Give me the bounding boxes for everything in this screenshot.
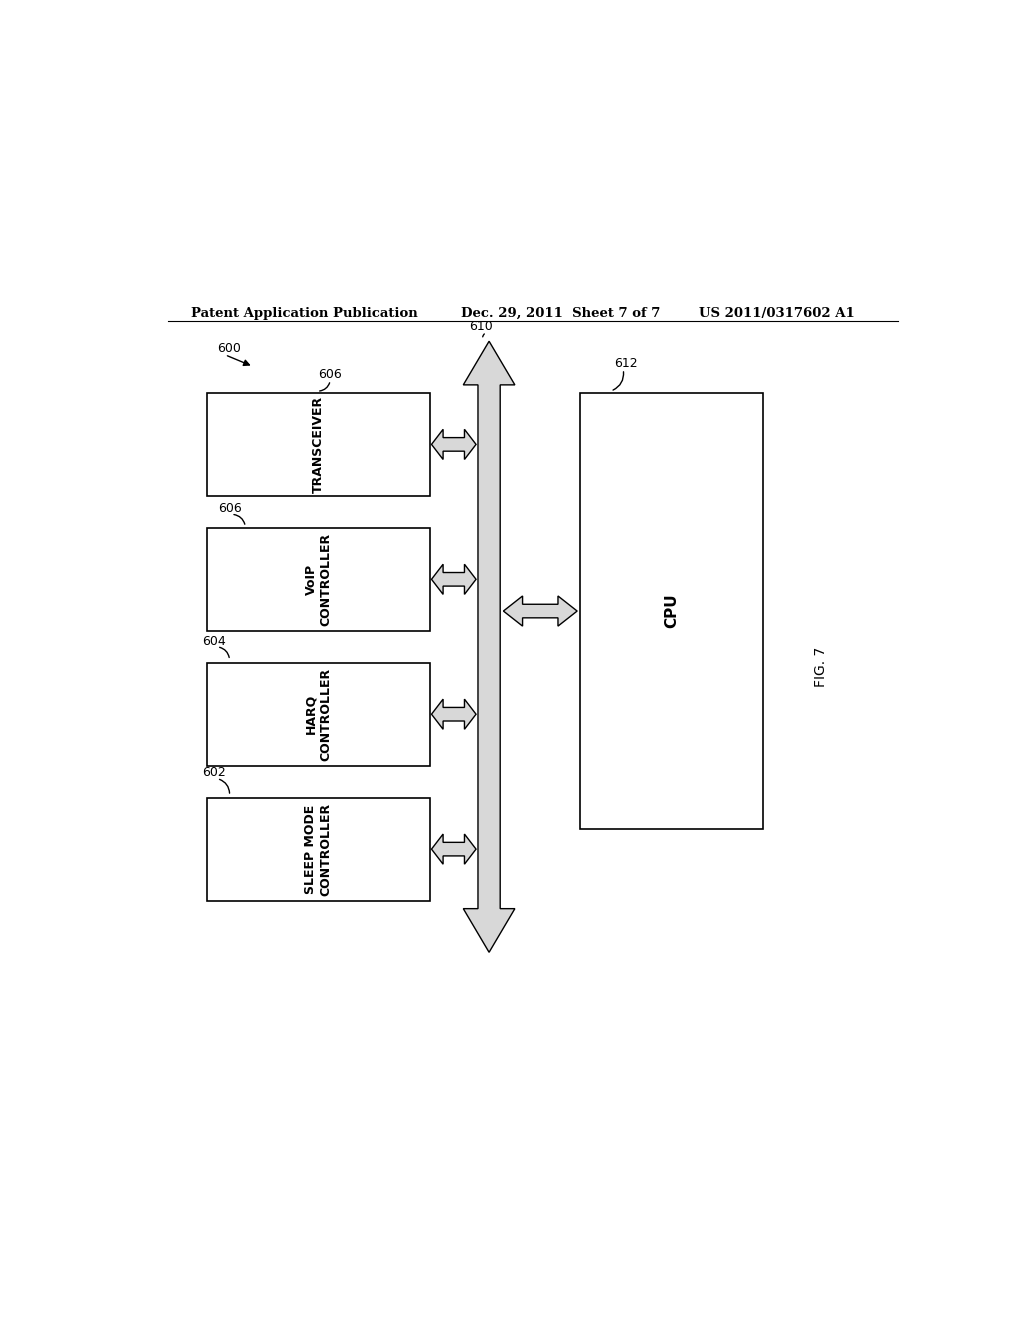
Text: 606: 606 — [218, 502, 242, 515]
Text: 610: 610 — [469, 321, 493, 333]
Polygon shape — [504, 595, 578, 626]
Text: 612: 612 — [613, 356, 637, 370]
Bar — [207, 797, 430, 900]
Text: CPU: CPU — [665, 594, 679, 628]
Bar — [581, 393, 763, 829]
Bar — [207, 663, 430, 766]
Polygon shape — [463, 342, 515, 952]
Polygon shape — [431, 700, 476, 729]
Text: 604: 604 — [202, 635, 225, 648]
Text: HARQ
CONTROLLER: HARQ CONTROLLER — [304, 668, 333, 760]
Polygon shape — [431, 564, 476, 594]
Bar — [207, 393, 430, 496]
Text: Dec. 29, 2011  Sheet 7 of 7: Dec. 29, 2011 Sheet 7 of 7 — [461, 308, 660, 319]
Text: FIG. 7: FIG. 7 — [814, 647, 828, 686]
Polygon shape — [431, 834, 476, 865]
Text: VoIP
CONTROLLER: VoIP CONTROLLER — [304, 533, 333, 626]
Bar — [207, 528, 430, 631]
Text: Patent Application Publication: Patent Application Publication — [191, 308, 418, 319]
Text: US 2011/0317602 A1: US 2011/0317602 A1 — [699, 308, 855, 319]
Text: TRANSCEIVER: TRANSCEIVER — [312, 396, 325, 492]
Text: 606: 606 — [318, 368, 342, 381]
Polygon shape — [431, 429, 476, 459]
Text: SLEEP MODE
CONTROLLER: SLEEP MODE CONTROLLER — [304, 803, 333, 896]
Text: 600: 600 — [217, 342, 241, 355]
Text: 602: 602 — [202, 767, 225, 779]
